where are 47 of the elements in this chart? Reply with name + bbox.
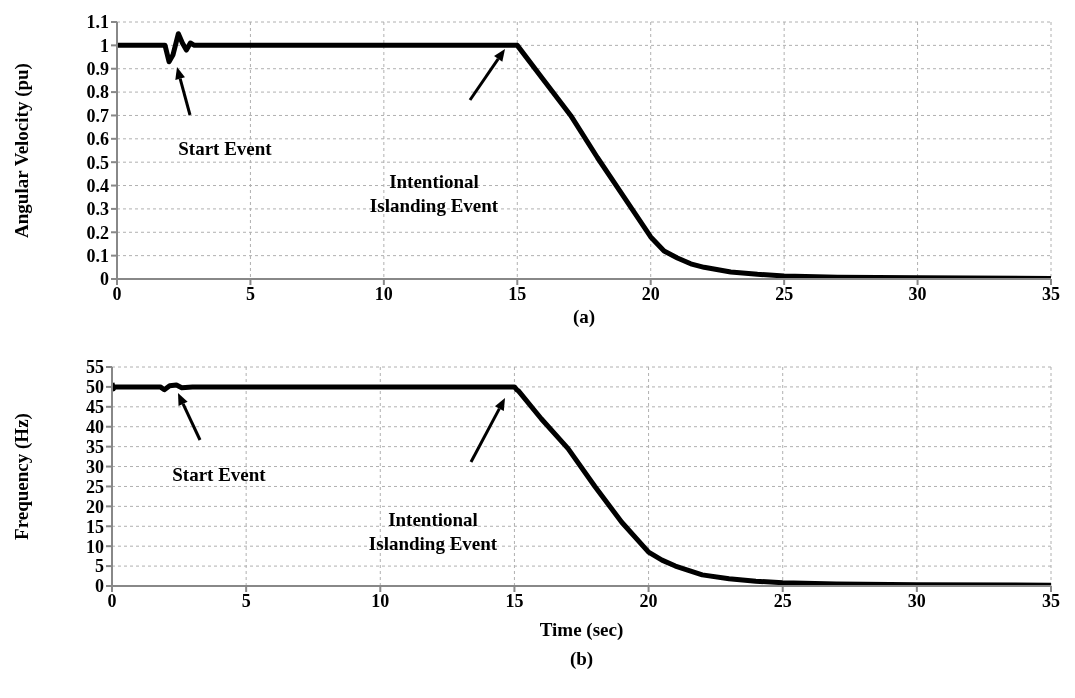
y-tick-label: 0.1 (86, 246, 109, 267)
x-tick-label: 5 (245, 283, 255, 304)
x-tick-label: 35 (1042, 590, 1060, 611)
y-tick-label: 0.7 (86, 105, 109, 126)
y-tick-label: 40 (86, 417, 104, 438)
x-tick-label: 5 (241, 590, 251, 611)
x-tick-label: 15 (505, 590, 524, 611)
y-tick-label: 0.2 (86, 222, 109, 243)
x-tick-label: 20 (641, 283, 660, 304)
y-tick-label: 0.4 (86, 175, 109, 196)
y-tick-label: 0.5 (86, 152, 109, 173)
y-tick-label: 50 (86, 377, 104, 398)
y-tick-label: 45 (86, 397, 104, 418)
x-tick-label: 25 (775, 283, 794, 304)
y-tick-label: 0 (95, 576, 104, 597)
x-tick-label: 30 (907, 590, 926, 611)
y-tick-label: 30 (86, 456, 104, 477)
x-tick-label: 15 (508, 283, 527, 304)
annotation: Start Event (172, 464, 267, 485)
y-tick-label: 1 (100, 35, 109, 56)
y-tick-label: 0.6 (86, 129, 109, 150)
x-tick-label: 25 (773, 590, 792, 611)
x-tick-label: 20 (639, 590, 658, 611)
y-tick-label: 20 (86, 496, 104, 517)
y-tick-label: 0.8 (86, 82, 109, 103)
annotation: Start Event (178, 138, 273, 159)
annotation: Intentional Islanding Event (369, 171, 499, 216)
x-tick-label: 35 (1042, 283, 1060, 304)
y-tick-label: 5 (95, 556, 104, 577)
y-tick-label: 25 (86, 476, 104, 497)
x-tick-label: 10 (374, 283, 393, 304)
y-tick-label: 0.9 (86, 59, 109, 80)
y-tick-label: 1.1 (86, 12, 109, 33)
x-tick-label: 30 (908, 283, 927, 304)
x-axis-title: Time (sec) (539, 619, 624, 641)
y-tick-label: 15 (86, 516, 104, 537)
text: (a) (571, 305, 597, 329)
y-axis-title: Angular Velocity (pu) (11, 63, 33, 238)
y-tick-label: 10 (86, 536, 104, 557)
text: (b) (568, 647, 595, 671)
x-tick-label: 10 (371, 590, 390, 611)
annotation: Intentional Islanding Event (368, 509, 498, 554)
y-tick-label: 0.3 (86, 199, 109, 220)
y-tick-label: 0 (100, 269, 109, 290)
y-axis-title: Frequency (Hz) (11, 413, 33, 540)
y-tick-label: 35 (86, 437, 104, 458)
y-tick-label: 55 (86, 357, 104, 378)
